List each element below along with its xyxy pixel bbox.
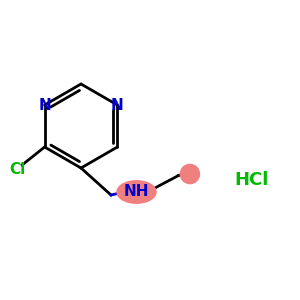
Text: NH: NH xyxy=(124,184,149,200)
Circle shape xyxy=(180,164,200,184)
Text: N: N xyxy=(111,98,124,112)
Text: N: N xyxy=(38,98,51,112)
Ellipse shape xyxy=(117,181,156,203)
Text: HCl: HCl xyxy=(235,171,269,189)
Text: Cl: Cl xyxy=(10,162,26,177)
